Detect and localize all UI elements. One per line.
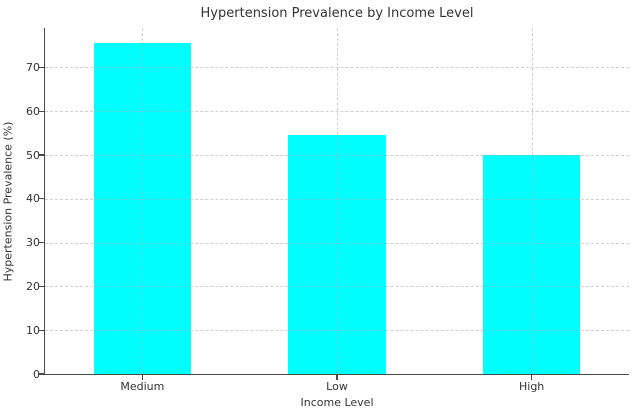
plot-area [39, 28, 629, 380]
y-tick-mark [39, 241, 44, 244]
y-tick-mark [39, 198, 44, 200]
y-tick-mark [39, 154, 44, 156]
y-tick-label: 70 [26, 60, 40, 74]
vertical-gridline [337, 28, 338, 374]
y-tick-label: 30 [26, 236, 40, 250]
y-axis-label: Hypertension Prevalence (%) [1, 121, 15, 282]
vertical-gridline [531, 28, 533, 374]
x-tick-label-high: High [519, 380, 545, 393]
x-axis-spine [44, 373, 629, 375]
vertical-gridline [142, 28, 144, 374]
x-tick-label-low: Low [326, 380, 348, 393]
x-tick-mark [336, 375, 338, 380]
chart-title: Hypertension Prevalence by Income Level [200, 6, 474, 21]
y-tick-label: 60 [26, 104, 40, 118]
y-tick-mark [39, 66, 44, 69]
y-axis-spine [44, 28, 46, 374]
y-tick-mark [39, 329, 44, 331]
bar-low [288, 135, 386, 374]
y-tick-label: 20 [26, 279, 40, 293]
x-tick-label-medium: Medium [120, 380, 165, 393]
y-tick-mark [39, 373, 44, 375]
x-tick-mark [141, 375, 143, 380]
y-tick-label: 50 [26, 148, 40, 162]
x-tick-mark [531, 375, 533, 380]
y-tick-mark [39, 285, 44, 288]
bar-medium [93, 43, 191, 374]
y-tick-label: 10 [26, 323, 40, 337]
x-axis-label: Income Level [300, 396, 374, 409]
y-tick-label: 0 [33, 367, 40, 381]
y-tick-label: 40 [26, 192, 40, 206]
y-tick-mark [39, 110, 44, 112]
